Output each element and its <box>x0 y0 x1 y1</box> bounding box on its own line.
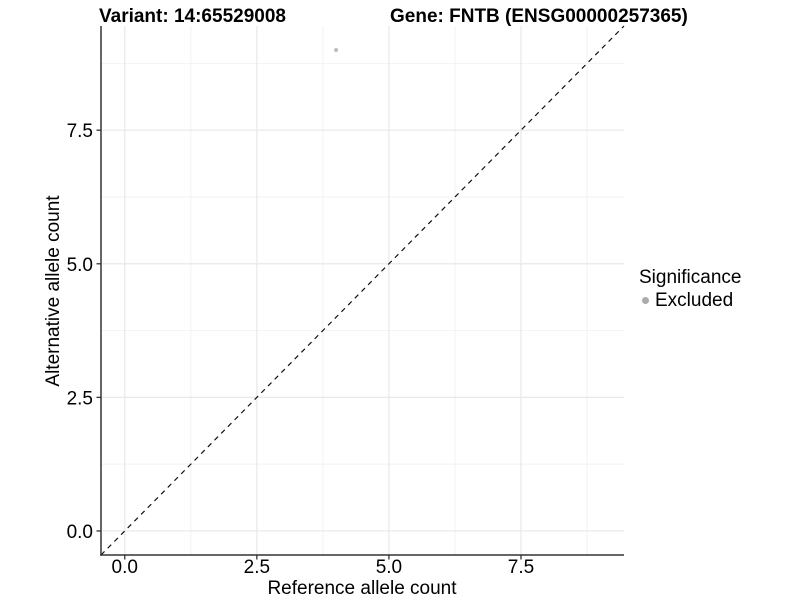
legend-item-label: Excluded <box>655 290 734 311</box>
x-axis-title: Reference allele count <box>267 578 457 599</box>
data-point-excluded <box>333 47 339 53</box>
y-tick-label: 0.0 <box>67 522 93 543</box>
identity-reference-line <box>100 25 625 556</box>
legend: Significance Excluded <box>639 268 741 310</box>
legend-point-icon <box>642 297 649 304</box>
y-axis-title: Alternative allele count <box>43 195 64 387</box>
legend-item-excluded: Excluded <box>639 291 741 310</box>
plot-title-variant: Variant: 14:65529008 <box>99 6 286 27</box>
plot-title-gene: Gene: FNTB (ENSG00000257365) <box>390 6 688 27</box>
x-tick-label: 2.5 <box>244 557 270 578</box>
x-tick-label: 0.0 <box>112 557 138 578</box>
x-tick-label: 5.0 <box>376 557 402 578</box>
x-tick-label: 7.5 <box>508 557 534 578</box>
legend-title: Significance <box>639 267 742 288</box>
y-tick-label: 5.0 <box>67 255 93 276</box>
y-tick-label: 7.5 <box>67 121 93 142</box>
y-tick-label: 2.5 <box>67 388 93 409</box>
